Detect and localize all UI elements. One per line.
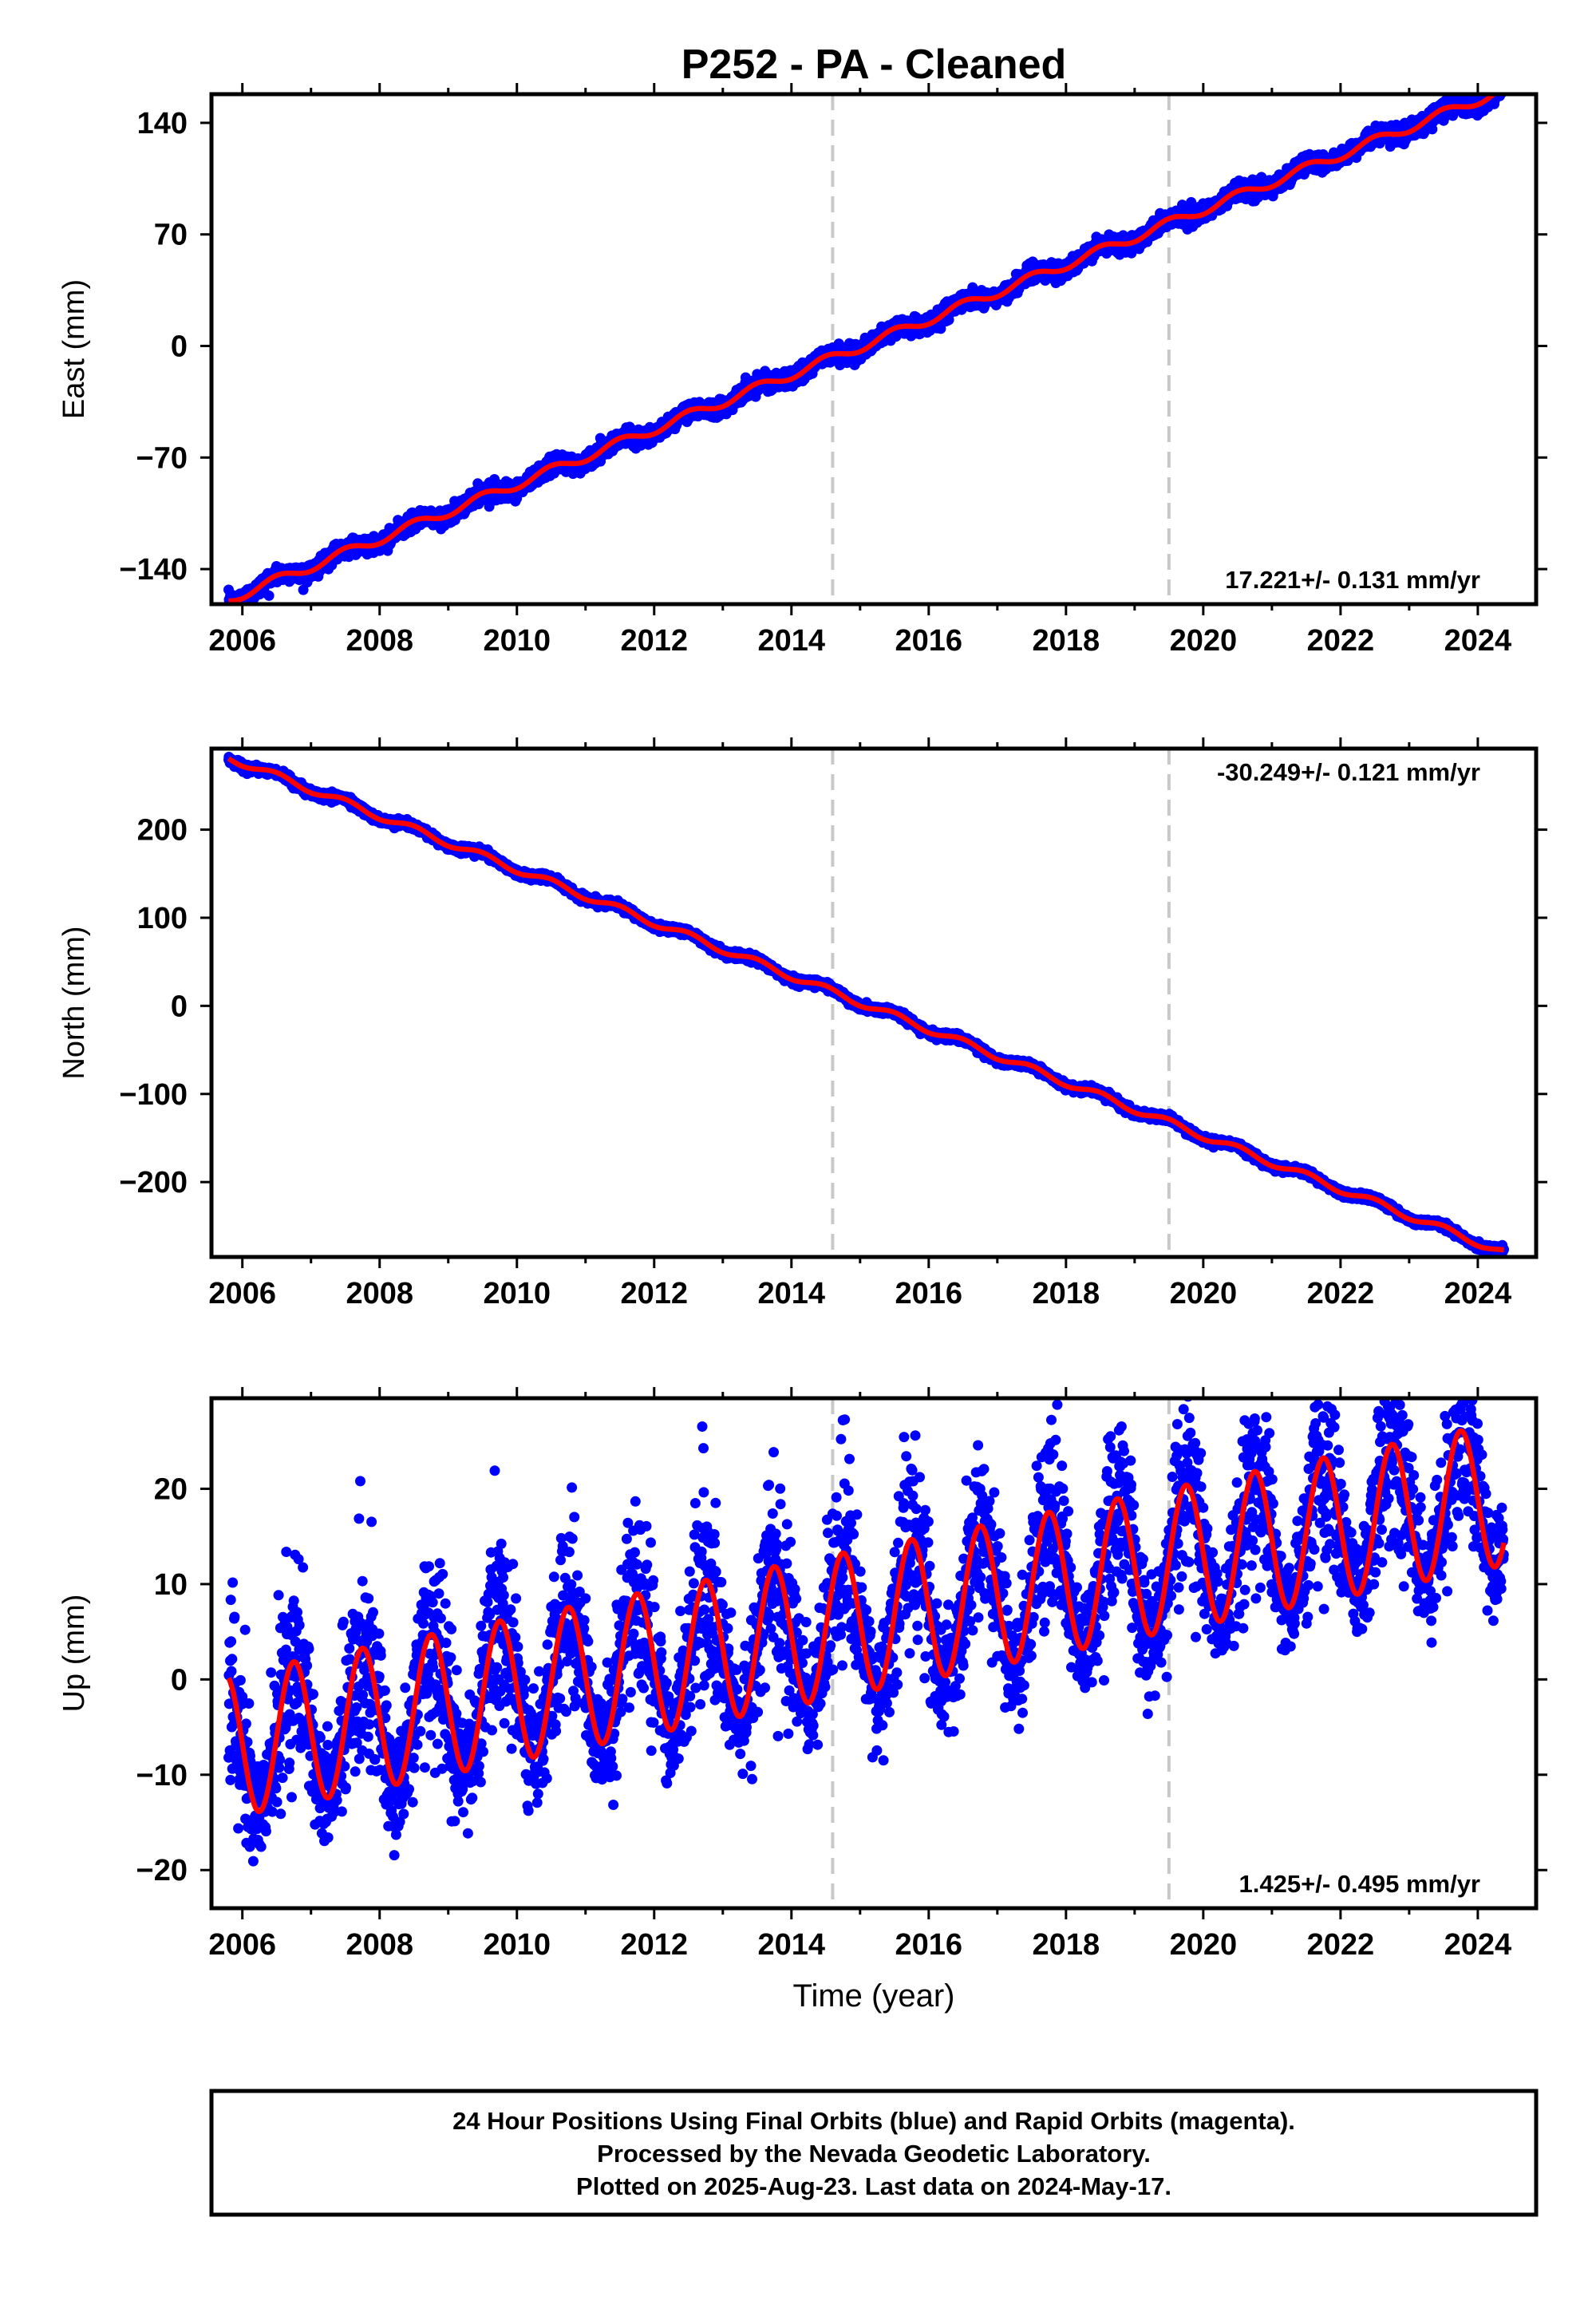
data-series-east bbox=[223, 73, 1509, 612]
chart-title: P252 - PA - Cleaned bbox=[681, 41, 1067, 88]
data-point bbox=[264, 591, 275, 601]
